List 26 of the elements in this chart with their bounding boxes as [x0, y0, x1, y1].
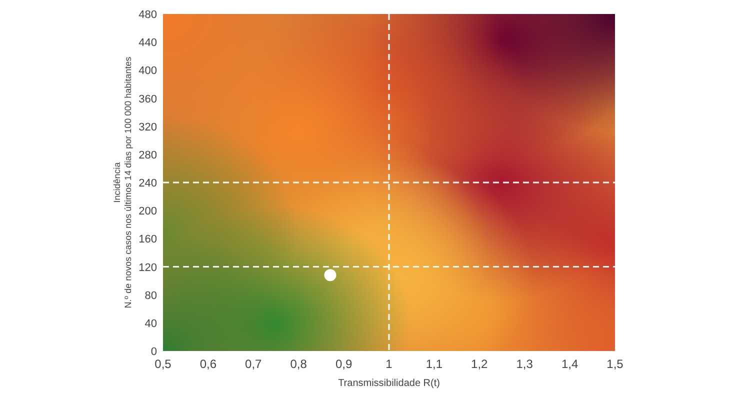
y-tick-label: 80	[144, 290, 157, 302]
x-tick-label: 1,4	[561, 357, 578, 371]
y-tick-label: 400	[138, 65, 157, 78]
y-tick-label: 480	[138, 9, 157, 21]
y-tick-label: 200	[138, 206, 157, 218]
y-tick-label: 0	[150, 346, 157, 358]
y-axis-title: Incidência N.º de novos casos nos últimos 14 dias por 100 000 habitantes	[112, 56, 133, 308]
y-tick-label: 120	[138, 262, 157, 274]
y-tick-label: 160	[138, 234, 157, 246]
y-tick-label: 280	[138, 149, 157, 162]
x-tick-label: 1	[386, 357, 393, 371]
x-tick-label: 1,2	[471, 357, 488, 371]
x-tick-label: 0,5	[154, 357, 172, 371]
y-tick-label: 440	[138, 37, 157, 50]
y-tick-label: 320	[138, 121, 157, 134]
x-tick-label: 1,5	[606, 357, 624, 371]
y-tick-label: 360	[138, 93, 157, 106]
x-axis-title: Transmissibilidade R(t)	[338, 378, 440, 389]
y-tick-label: 240	[138, 178, 157, 190]
x-tick-label: 0,9	[335, 357, 352, 371]
x-tick-label: 0,6	[200, 357, 217, 371]
x-tick-label: 1,1	[426, 357, 443, 371]
y-tick-label: 40	[144, 318, 157, 330]
x-tick-label: 1,3	[516, 357, 534, 371]
x-tick-label: 0,8	[290, 357, 308, 371]
x-tick-label: 0,7	[245, 357, 262, 371]
